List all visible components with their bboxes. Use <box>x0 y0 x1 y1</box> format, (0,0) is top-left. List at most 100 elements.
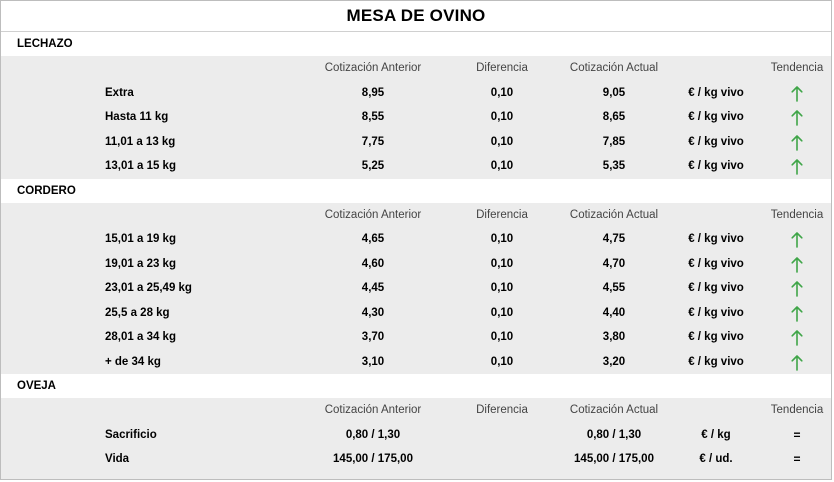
prev-price: 7,75 <box>361 135 385 148</box>
up-arrow-icon <box>791 105 803 126</box>
section-title: CORDERO <box>1 178 831 203</box>
price-unit: € / kg vivo <box>688 331 744 343</box>
table-row: 23,01 a 25,49 kg 4,45 0,10 4,55 € / kg vivo <box>1 276 831 301</box>
trend-equal: = <box>793 452 801 466</box>
prev-price: 4,65 <box>361 233 385 245</box>
price-difference: 0,10 <box>490 282 514 294</box>
section-cordero: CORDERO Cotización Anterior Diferencia Coti… <box>1 178 831 375</box>
price-unit: € / kg vivo <box>688 355 744 368</box>
row-label: Hasta 11 kg <box>105 111 169 123</box>
price-difference: 0,10 <box>490 233 514 245</box>
prev-price: 5,25 <box>361 160 385 172</box>
column-header-curr: Cotización Actual <box>569 208 659 221</box>
prev-price: 145,00 / 175,00 <box>333 453 413 465</box>
table-row: Vida 145,00 / 175,00 145,00 / 175,00 € / ud… <box>1 447 831 472</box>
up-arrow-icon <box>791 227 803 248</box>
price-difference: 0,10 <box>490 331 514 343</box>
prev-price: 3,70 <box>361 331 385 343</box>
row-label: 23,01 a 25,49 kg <box>105 282 192 294</box>
current-price: 8,65 <box>602 111 626 123</box>
price-difference: 0,10 <box>490 135 514 148</box>
current-price: 3,20 <box>602 355 626 368</box>
table-row: 15,01 a 19 kg 4,65 0,10 4,75 € / kg vivo <box>1 227 831 252</box>
current-price: 3,80 <box>602 331 626 343</box>
section-oveja: OVEJA Cotización Anterior Diferencia Cotiza… <box>1 374 831 472</box>
trend-equal: = <box>793 427 801 442</box>
up-arrow-icon <box>791 154 803 175</box>
prev-price: 3,10 <box>361 355 385 368</box>
table-row: + de 34 kg 3,10 0,10 3,20 € / kg vivo <box>1 350 831 375</box>
current-price: 4,55 <box>602 282 626 294</box>
price-difference: 0,10 <box>490 111 514 123</box>
up-arrow-icon <box>791 301 803 322</box>
table-row: Hasta 11 kg 8,55 0,10 8,65 € / kg vivo <box>1 105 831 130</box>
prev-price: 8,55 <box>361 111 385 123</box>
column-header-prev: Cotización Anterior <box>324 208 422 221</box>
column-header-curr: Cotización Actual <box>569 62 659 74</box>
price-difference: 0,10 <box>490 257 514 270</box>
price-unit: € / ud. <box>699 453 733 465</box>
price-unit: € / kg vivo <box>688 111 744 123</box>
current-price: 145,00 / 175,00 <box>574 453 654 465</box>
table-row: 11,01 a 13 kg 7,75 0,10 7,85 € / kg vivo <box>1 130 831 155</box>
column-header-diff: Diferencia <box>476 62 528 74</box>
current-price: 4,75 <box>602 233 626 245</box>
prev-price: 4,60 <box>361 257 385 270</box>
up-arrow-icon <box>791 81 803 102</box>
column-header-row: Cotización Anterior Diferencia Cotización … <box>1 203 831 228</box>
up-arrow-icon <box>791 252 803 273</box>
table-row: Extra 8,95 0,10 9,05 € / kg vivo <box>1 81 831 106</box>
row-label: 25,5 a 28 kg <box>105 306 170 319</box>
title-bar: MESA DE OVINO <box>1 1 831 32</box>
column-header-trend: Tendencia <box>770 62 824 74</box>
price-unit: € / kg vivo <box>688 86 744 99</box>
current-price: 9,05 <box>602 86 626 99</box>
column-header-diff: Diferencia <box>476 404 528 416</box>
price-difference: 0,10 <box>490 86 514 99</box>
section-title: OVEJA <box>1 374 831 398</box>
table-row: 13,01 a 15 kg 5,25 0,10 5,35 € / kg vivo <box>1 154 831 179</box>
row-label: + de 34 kg <box>105 355 161 368</box>
column-header-row: Cotización Anterior Diferencia Cotización … <box>1 398 831 423</box>
table-row: Sacrificio 0,80 / 1,30 0,80 / 1,30 € / kg = <box>1 423 831 448</box>
price-difference: 0,10 <box>490 306 514 319</box>
section-title: LECHAZO <box>1 32 831 56</box>
row-label: Vida <box>105 453 130 465</box>
table-row: 25,5 a 28 kg 4,30 0,10 4,40 € / kg vivo <box>1 301 831 326</box>
prev-price: 0,80 / 1,30 <box>345 428 401 441</box>
current-price: 4,40 <box>602 306 626 319</box>
row-label: 19,01 a 23 kg <box>105 257 176 270</box>
row-label: Extra <box>105 86 134 99</box>
section-lechazo: LECHAZO Cotización Anterior Diferencia Coti… <box>1 32 831 179</box>
column-header-trend: Tendencia <box>770 208 824 221</box>
up-arrow-icon <box>791 325 803 346</box>
prev-price: 8,95 <box>361 86 385 99</box>
up-arrow-icon <box>791 350 803 371</box>
price-difference: 0,10 <box>490 355 514 368</box>
column-header-prev: Cotización Anterior <box>324 62 422 74</box>
page-title: MESA DE OVINO <box>346 6 486 25</box>
column-header-curr: Cotización Actual <box>569 404 659 416</box>
price-unit: € / kg vivo <box>688 135 744 148</box>
prev-price: 4,45 <box>361 282 385 294</box>
column-header-prev: Cotización Anterior <box>324 404 422 416</box>
price-unit: € / kg vivo <box>688 160 744 172</box>
table-row: 19,01 a 23 kg 4,60 0,10 4,70 € / kg vivo <box>1 252 831 277</box>
row-label: 28,01 a 34 kg <box>105 331 176 343</box>
current-price: 4,70 <box>602 257 626 270</box>
price-unit: € / kg <box>701 428 731 441</box>
column-header-diff: Diferencia <box>476 208 528 221</box>
current-price: 5,35 <box>602 160 626 172</box>
current-price: 7,85 <box>602 135 626 148</box>
up-arrow-icon <box>791 276 803 297</box>
price-unit: € / kg vivo <box>688 257 744 270</box>
column-header-trend: Tendencia <box>770 404 824 416</box>
price-unit: € / kg vivo <box>688 306 744 319</box>
prev-price: 4,30 <box>361 306 385 319</box>
price-unit: € / kg vivo <box>688 282 744 294</box>
row-label: 11,01 a 13 kg <box>105 135 176 148</box>
price-unit: € / kg vivo <box>688 233 744 245</box>
row-label: Sacrificio <box>105 428 157 441</box>
row-label: 13,01 a 15 kg <box>105 160 176 172</box>
